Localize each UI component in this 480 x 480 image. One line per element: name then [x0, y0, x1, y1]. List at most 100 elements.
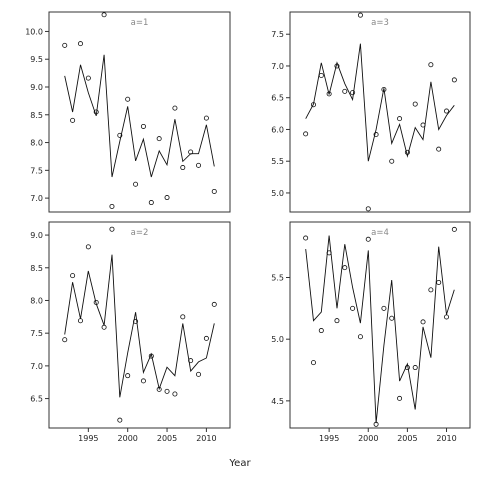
- observed-point: [156, 386, 162, 392]
- y-tick-label: 9.0: [30, 231, 43, 240]
- observed-point: [77, 318, 83, 324]
- observed-point: [334, 63, 340, 69]
- observed-point: [140, 123, 146, 129]
- observed-point: [85, 75, 91, 81]
- observed-point: [101, 324, 107, 330]
- y-tick-label: 4.5: [271, 397, 284, 406]
- observed-point: [148, 353, 154, 359]
- x-tick-label: 2010: [196, 434, 216, 443]
- panel-frame: [289, 221, 471, 429]
- panel-0: a=1 7.0 7.5 8.0 8.5 9.0 9.5 10.0: [25, 11, 231, 213]
- observed-point: [93, 299, 99, 305]
- observed-point: [318, 328, 324, 334]
- observed-point: [125, 373, 131, 379]
- observed-point: [164, 388, 170, 394]
- observed-point: [326, 250, 332, 256]
- observed-point: [420, 319, 426, 325]
- observed-point: [188, 149, 194, 155]
- observed-point: [326, 91, 332, 97]
- observed-point: [389, 158, 395, 164]
- y-tick-label: 10.0: [25, 27, 43, 36]
- fitted-line: [305, 235, 455, 424]
- y-tick-label: 7.0: [30, 362, 43, 371]
- y-tick-label: 5.5: [271, 274, 284, 283]
- observed-point: [93, 109, 99, 115]
- y-tick-label: 5.5: [271, 157, 284, 166]
- observed-point: [420, 122, 426, 128]
- y-tick-label: 8.0: [30, 296, 43, 305]
- observed-point: [428, 287, 434, 293]
- observed-point: [451, 77, 457, 83]
- x-tick-label: 2010: [436, 434, 456, 443]
- observed-point: [365, 236, 371, 242]
- observed-point: [389, 315, 395, 321]
- observed-point: [342, 88, 348, 94]
- observed-point: [109, 226, 115, 232]
- x-tick-label: 2000: [358, 434, 378, 443]
- observed-point: [148, 200, 154, 206]
- observed-point: [303, 131, 309, 137]
- panel-3: a=4 4.5 5.0 5.5 1995 2000 2005 2010: [271, 221, 471, 443]
- observed-point: [350, 305, 356, 311]
- observed-point: [318, 72, 324, 78]
- panel-2: a=2 6.5 7.0 7.5 8.0 8.5 9.0 1995 2000 2005 2010: [30, 221, 231, 443]
- observed-point: [428, 62, 434, 68]
- fitted-line: [64, 254, 215, 398]
- x-tick-label: 2005: [157, 434, 177, 443]
- observed-point: [412, 365, 418, 371]
- y-tick-label: 6.0: [271, 125, 284, 134]
- observed-point: [77, 41, 83, 47]
- observed-point: [350, 90, 356, 96]
- observed-point: [180, 314, 186, 320]
- observed-point: [172, 391, 178, 397]
- y-tick-label: 8.0: [30, 139, 43, 148]
- fitted-line: [305, 43, 455, 162]
- observed-point: [70, 273, 76, 279]
- observed-point: [397, 116, 403, 122]
- observed-point: [164, 195, 170, 201]
- x-axis-label: Year: [229, 458, 251, 469]
- y-tick-label: 7.0: [271, 62, 284, 71]
- y-tick-label: 9.0: [30, 83, 43, 92]
- observed-point: [357, 334, 363, 340]
- y-tick-label: 5.0: [271, 189, 284, 198]
- x-tick-label: 1995: [319, 434, 339, 443]
- observed-point: [436, 146, 442, 152]
- observed-point: [412, 101, 418, 107]
- observed-point: [117, 132, 123, 138]
- panel-1: a=3 5.0 5.5 6.0 6.5 7.0 7.5: [271, 11, 471, 213]
- observed-point: [172, 105, 178, 111]
- observed-point: [404, 365, 410, 371]
- observed-point: [211, 188, 217, 194]
- observed-point: [203, 115, 209, 121]
- y-tick-label: 7.5: [30, 166, 43, 175]
- observed-point: [125, 96, 131, 102]
- observed-point: [444, 314, 450, 320]
- observed-point: [357, 12, 363, 18]
- y-tick-label: 7.5: [30, 329, 43, 338]
- observed-point: [180, 165, 186, 171]
- observed-point: [188, 358, 194, 364]
- observed-point: [444, 108, 450, 114]
- panel-label: a=4: [371, 228, 389, 238]
- observed-point: [85, 244, 91, 250]
- observed-point: [62, 42, 68, 48]
- observed-point: [373, 132, 379, 138]
- observed-point: [133, 318, 139, 324]
- y-tick-label: 5.0: [271, 335, 284, 344]
- observed-point: [62, 337, 68, 343]
- observed-point: [381, 86, 387, 92]
- observed-point: [140, 378, 146, 384]
- y-tick-label: 9.5: [30, 55, 43, 64]
- observed-point: [342, 265, 348, 271]
- observed-point: [381, 305, 387, 311]
- observed-point: [436, 279, 442, 285]
- observed-point: [211, 301, 217, 307]
- observed-point: [70, 117, 76, 123]
- x-tick-label: 2000: [118, 434, 138, 443]
- panel-label: a=3: [371, 18, 389, 28]
- panel-frame: [48, 221, 231, 429]
- panel-label: a=2: [131, 228, 149, 238]
- observed-point: [310, 360, 316, 366]
